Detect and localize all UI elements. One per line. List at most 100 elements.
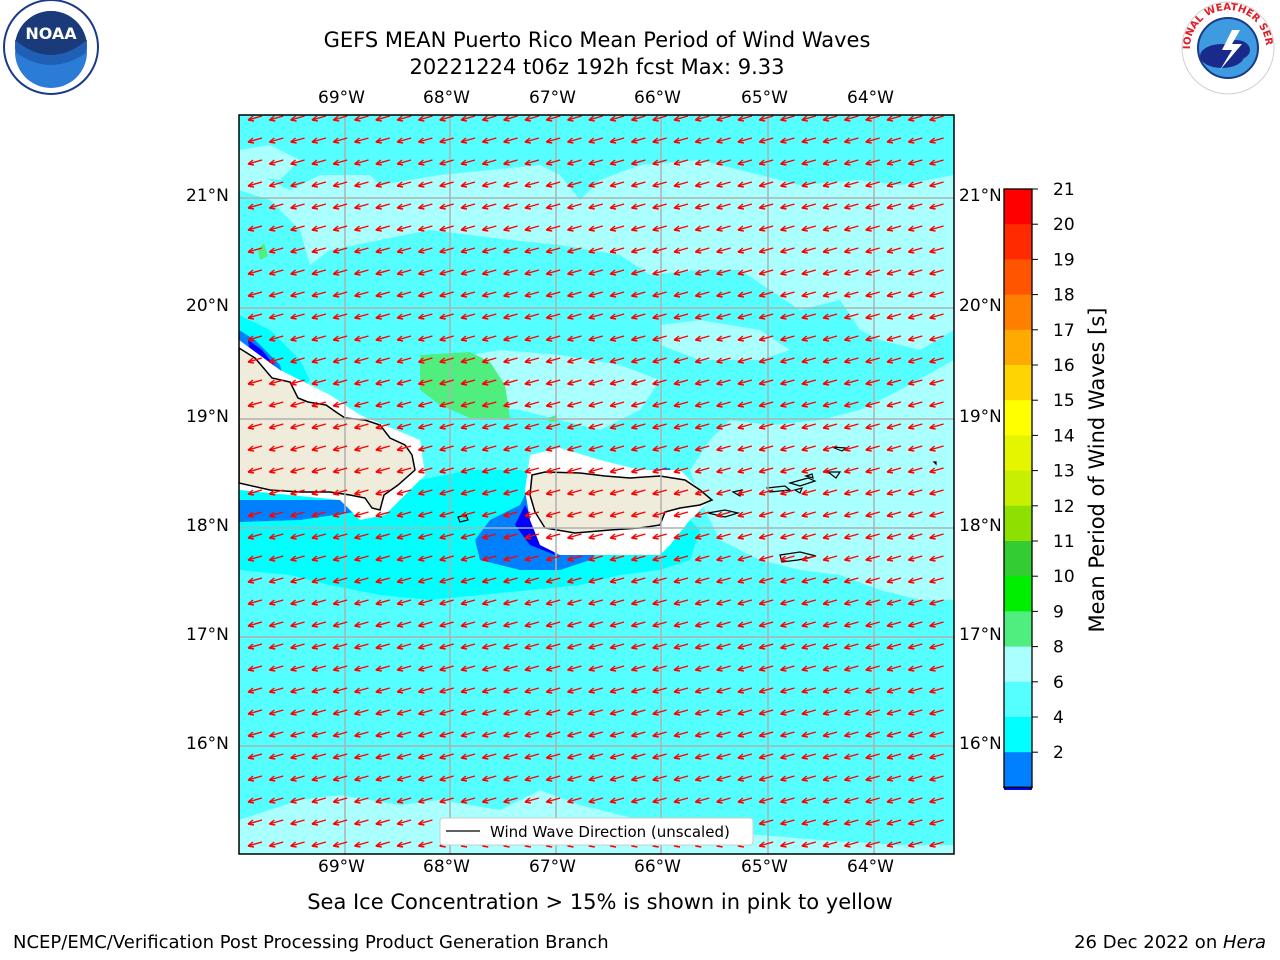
wind-wave-arrow bbox=[630, 335, 646, 342]
wind-wave-arrow bbox=[524, 423, 540, 430]
wind-wave-arrow bbox=[396, 291, 412, 298]
colorbar-segment bbox=[1004, 470, 1032, 507]
wind-wave-arrow bbox=[737, 555, 753, 562]
wind-wave-arrow bbox=[460, 115, 476, 122]
wind-wave-arrow bbox=[588, 643, 603, 650]
wind-wave-arrow bbox=[567, 665, 582, 672]
wind-wave-arrow bbox=[439, 159, 454, 166]
wind-wave-arrow bbox=[609, 797, 625, 804]
wind-wave-arrow bbox=[822, 555, 838, 562]
wind-wave-arrow bbox=[758, 379, 774, 386]
wind-wave-arrow bbox=[843, 753, 859, 760]
wind-wave-arrow bbox=[268, 753, 284, 760]
wind-wave-arrow bbox=[268, 181, 284, 188]
wind-wave-arrow bbox=[801, 115, 816, 122]
wind-wave-arrow bbox=[673, 357, 689, 364]
wind-wave-arrow bbox=[907, 247, 923, 254]
wind-wave-arrow bbox=[673, 159, 689, 166]
wind-wave-arrow bbox=[247, 489, 263, 496]
wind-wave-arrow bbox=[375, 533, 390, 540]
wind-wave-arrow bbox=[460, 247, 476, 254]
wind-wave-arrow bbox=[375, 599, 390, 606]
wind-wave-arrow bbox=[439, 687, 454, 694]
wind-wave-arrow bbox=[652, 489, 667, 496]
wind-wave-arrow bbox=[737, 379, 753, 386]
wind-wave-arrow bbox=[481, 511, 497, 518]
wind-wave-arrow bbox=[417, 511, 433, 518]
wind-wave-arrow bbox=[609, 357, 625, 364]
wind-wave-arrow bbox=[865, 291, 880, 298]
wind-wave-arrow bbox=[822, 621, 838, 628]
wind-wave-arrow bbox=[503, 203, 518, 210]
wind-wave-arrow bbox=[758, 357, 774, 364]
wind-wave-arrow bbox=[545, 335, 561, 342]
wind-wave-arrow bbox=[588, 247, 603, 254]
wind-wave-arrow bbox=[375, 797, 390, 804]
wind-wave-arrow bbox=[481, 621, 497, 628]
wind-wave-arrow bbox=[843, 775, 859, 782]
wind-wave-arrow bbox=[290, 775, 305, 782]
wind-wave-arrow bbox=[354, 643, 369, 650]
wind-wave-arrow bbox=[630, 775, 646, 782]
wind-wave-arrow bbox=[545, 401, 561, 408]
wind-wave-arrow bbox=[354, 291, 369, 298]
wind-wave-arrow bbox=[375, 577, 390, 584]
wind-wave-arrow bbox=[886, 775, 902, 782]
wind-wave-arrow bbox=[843, 731, 859, 738]
wind-wave-arrow bbox=[503, 423, 518, 430]
wind-wave-arrow bbox=[780, 291, 795, 298]
wind-wave-arrow bbox=[737, 621, 753, 628]
wind-wave-arrow bbox=[822, 159, 838, 166]
wind-wave-arrow bbox=[609, 555, 625, 562]
wind-wave-arrow bbox=[481, 643, 497, 650]
wind-wave-arrow bbox=[247, 357, 263, 364]
wind-wave-arrow bbox=[673, 577, 689, 584]
wind-wave-arrow bbox=[758, 797, 774, 804]
wind-wave-arrow bbox=[822, 841, 838, 848]
wind-wave-arrow bbox=[545, 467, 561, 474]
wind-wave-arrow bbox=[737, 445, 753, 452]
wind-wave-arrow bbox=[524, 357, 540, 364]
wind-wave-arrow bbox=[907, 489, 923, 496]
wind-wave-arrow bbox=[907, 841, 923, 848]
wind-wave-arrow bbox=[609, 533, 625, 540]
wind-wave-arrow bbox=[396, 753, 412, 760]
wind-wave-arrow bbox=[247, 313, 263, 320]
wind-wave-arrow bbox=[843, 159, 859, 166]
wind-wave-arrow bbox=[716, 335, 731, 342]
wind-wave-arrow bbox=[439, 247, 454, 254]
wind-wave-arrow bbox=[822, 181, 838, 188]
wind-wave-arrow bbox=[694, 489, 710, 496]
wind-wave-arrow bbox=[716, 555, 731, 562]
wind-wave-arrow bbox=[929, 731, 944, 738]
lon-label-bottom: 68°W bbox=[423, 857, 470, 877]
wind-wave-arrow bbox=[609, 269, 625, 276]
wind-wave-arrow bbox=[758, 555, 774, 562]
wind-wave-arrow bbox=[481, 731, 497, 738]
wind-wave-arrow bbox=[247, 797, 263, 804]
wind-wave-arrow bbox=[716, 489, 731, 496]
wind-wave-arrow bbox=[354, 159, 369, 166]
wind-wave-arrow bbox=[673, 203, 689, 210]
wind-wave-arrow bbox=[801, 423, 816, 430]
wind-wave-arrow bbox=[780, 621, 795, 628]
wind-wave-arrow bbox=[567, 247, 582, 254]
wind-wave-arrow bbox=[694, 577, 710, 584]
wind-wave-arrow bbox=[481, 797, 497, 804]
wind-wave-arrow bbox=[630, 797, 646, 804]
wind-wave-arrow bbox=[652, 357, 667, 364]
wind-wave-arrow bbox=[268, 445, 284, 452]
wind-wave-arrow bbox=[332, 181, 348, 188]
wind-wave-arrow bbox=[758, 247, 774, 254]
wind-wave-arrow bbox=[801, 555, 816, 562]
wind-wave-arrow bbox=[652, 665, 667, 672]
wind-wave-arrow bbox=[332, 533, 348, 540]
wind-wave-arrow bbox=[375, 511, 390, 518]
wind-wave-arrow bbox=[737, 775, 753, 782]
wind-wave-arrow bbox=[268, 379, 284, 386]
wind-wave-arrow bbox=[439, 555, 454, 562]
wind-wave-arrow bbox=[652, 731, 667, 738]
wind-wave-arrow bbox=[865, 247, 880, 254]
wind-wave-arrow bbox=[268, 291, 284, 298]
colorbar-tick-label: 6 bbox=[1053, 673, 1064, 693]
